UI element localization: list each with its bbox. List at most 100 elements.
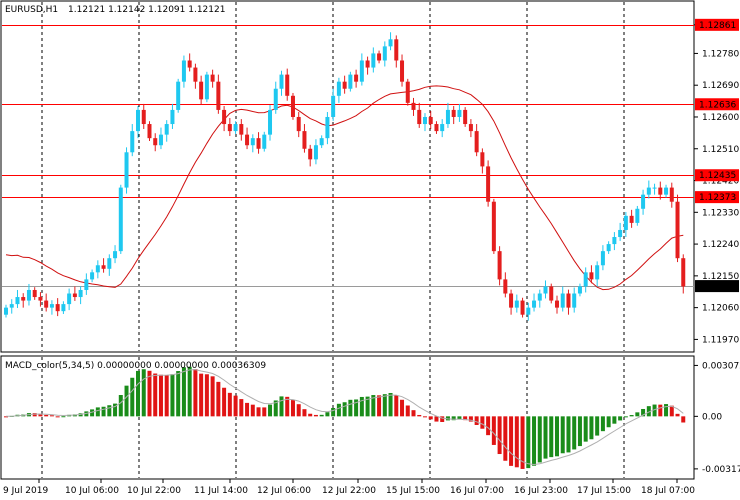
macd-bar-117 xyxy=(675,413,680,417)
macd-bar-106 xyxy=(612,416,617,424)
candle-body-22 xyxy=(130,131,135,153)
macd-bar-60 xyxy=(348,399,353,417)
candle-body-50 xyxy=(290,95,295,117)
macd-bar-42 xyxy=(245,402,250,417)
candle-body-115 xyxy=(664,187,669,195)
macd-bar-24 xyxy=(141,369,146,417)
candle-body-91 xyxy=(526,307,531,315)
macd-bar-50 xyxy=(290,400,295,417)
price-tick-label-7: 1.12240 xyxy=(702,240,739,250)
macd-bar-30 xyxy=(176,371,181,417)
candle-body-100 xyxy=(577,286,582,294)
candle-body-64 xyxy=(371,53,376,68)
candle-body-95 xyxy=(549,286,554,301)
macd-bar-65 xyxy=(377,395,382,417)
level-label-1: 1.12636 xyxy=(699,100,736,110)
price-tick-label-3: 1.12600 xyxy=(702,113,739,123)
candle-body-59 xyxy=(342,81,347,89)
candle-body-20 xyxy=(118,187,123,252)
candle-body-17 xyxy=(101,265,106,269)
macd-bar-110 xyxy=(635,412,640,417)
macd-bar-55 xyxy=(319,414,324,417)
candle-body-24 xyxy=(141,109,146,125)
candle-body-78 xyxy=(451,109,456,117)
candle-body-74 xyxy=(428,116,433,125)
candle-body-12 xyxy=(72,293,77,298)
candle-body-9 xyxy=(55,304,60,312)
macd-bar-6 xyxy=(38,413,43,417)
macd-bar-75 xyxy=(434,416,439,422)
candle-body-76 xyxy=(440,124,445,132)
candles xyxy=(4,32,686,321)
candle-body-5 xyxy=(32,289,37,298)
candle-body-104 xyxy=(600,251,605,266)
macd-bar-95 xyxy=(549,416,554,458)
macd-bar-78 xyxy=(451,416,456,421)
candle-body-29 xyxy=(170,109,175,125)
macd-bar-70 xyxy=(405,405,410,417)
candle-body-71 xyxy=(411,102,416,110)
candle-body-77 xyxy=(445,109,450,125)
macd-bar-64 xyxy=(371,395,376,417)
macd-bar-26 xyxy=(153,373,158,417)
candle-body-55 xyxy=(319,138,324,146)
macd-bar-34 xyxy=(199,373,204,417)
candle-body-8 xyxy=(49,304,54,308)
level-label-bg-3 xyxy=(695,191,739,204)
horizontal-levels[interactable] xyxy=(2,25,694,287)
macd-bar-19 xyxy=(113,403,118,417)
candle-body-89 xyxy=(514,300,519,308)
candle-body-46 xyxy=(268,109,273,135)
macd-bar-99 xyxy=(572,416,577,450)
candle-body-103 xyxy=(595,265,600,280)
macd-bar-49 xyxy=(285,396,290,417)
macd-bar-25 xyxy=(147,370,152,417)
chart-symbol-timeframe: EURUSD,H1 xyxy=(5,5,58,15)
macd-bar-58 xyxy=(336,403,341,417)
candle-body-79 xyxy=(457,109,462,117)
candle-body-25 xyxy=(147,124,152,139)
macd-signal-line xyxy=(5,369,684,466)
candle-body-10 xyxy=(61,304,66,312)
price-tick-label-4: 1.12510 xyxy=(702,145,739,155)
candle-body-116 xyxy=(669,187,674,202)
candle-body-37 xyxy=(216,81,221,110)
price-tick-label-8: 1.12150 xyxy=(702,272,739,282)
macd-bar-44 xyxy=(256,407,261,417)
price-axis[interactable]: 1.12861 1.12780 1.12690 1.12600 1.12510 1.124… xyxy=(694,21,739,346)
macd-bar-80 xyxy=(463,416,468,421)
time-tick-label-1: 10 Jul 06:00 xyxy=(65,486,119,496)
macd-bar-113 xyxy=(652,404,657,417)
candle-body-92 xyxy=(532,300,537,308)
macd-bar-69 xyxy=(400,399,405,417)
candle-body-96 xyxy=(554,300,559,308)
macd-bar-18 xyxy=(107,405,112,417)
candle-body-2 xyxy=(15,297,20,305)
macd-bar-118 xyxy=(681,416,686,423)
macd-bar-59 xyxy=(342,402,347,417)
macd-bar-67 xyxy=(388,392,393,417)
macd-bar-43 xyxy=(250,404,255,417)
candle-body-40 xyxy=(233,124,238,132)
macd-bar-97 xyxy=(560,416,565,454)
candle-body-4 xyxy=(26,289,31,301)
candle-body-44 xyxy=(256,138,261,149)
macd-bar-5 xyxy=(32,413,37,417)
candle-body-7 xyxy=(44,300,49,308)
candle-body-26 xyxy=(153,138,158,146)
macd-bar-83 xyxy=(480,416,485,429)
level-label-3: 1.12373 xyxy=(699,193,736,203)
candle-body-113 xyxy=(652,187,657,189)
macd-bar-94 xyxy=(543,416,548,459)
candle-body-87 xyxy=(503,279,508,294)
macd-bar-71 xyxy=(411,410,416,417)
candle-body-75 xyxy=(434,124,439,132)
level-label-bg-1 xyxy=(695,98,739,111)
price-tick-label-10: 1.11970 xyxy=(702,335,739,345)
time-axis[interactable]: 9 Jul 2019 10 Jul 06:00 10 Jul 22:00 11 Jul… xyxy=(3,479,695,496)
price-tick-label-9: 1.12060 xyxy=(702,304,739,314)
time-tick-label-3: 11 Jul 14:00 xyxy=(194,486,248,496)
candle-body-114 xyxy=(658,187,663,195)
candle-body-39 xyxy=(227,124,232,132)
